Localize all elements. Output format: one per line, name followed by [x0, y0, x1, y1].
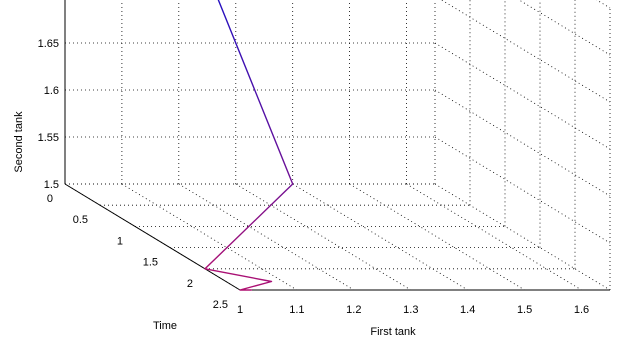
x-axis-label: First tank [370, 326, 416, 338]
z-axis-label: Second tank [13, 111, 25, 173]
grid-line [518, 0, 611, 56]
x-tick-label: 1 [237, 304, 243, 316]
grid-line [596, 0, 611, 9]
x-tick-label: 1.4 [460, 304, 475, 316]
y-tick-label: 1.5 [143, 257, 158, 269]
z-tick-label: 1.5 [44, 179, 59, 191]
grid-line [434, 42, 611, 150]
x-tick-label: 1.6 [574, 304, 589, 316]
grid-line [292, 183, 468, 291]
grid-line [406, 183, 582, 291]
y-tick-label: 0.5 [73, 214, 88, 226]
y-tick-label: 0 [47, 193, 53, 205]
grid-line [349, 183, 525, 291]
z-tick-label: 1.55 [38, 132, 59, 144]
grid-line [434, 136, 611, 244]
grid-line [434, 183, 611, 291]
grid-line [434, 89, 611, 197]
grid-line [440, 0, 611, 103]
x-tick-label: 1.2 [346, 304, 361, 316]
series-group [204, 0, 294, 291]
grid-line [235, 183, 412, 291]
z-tick-label: 1.6 [44, 85, 59, 97]
axes [64, 0, 610, 291]
z-tick-label: 1.7 [44, 0, 59, 3]
series-line [204, 0, 294, 291]
tick-labels: 1 1.1 1.2 1.3 1.4 1.5 1.6 0 0.5 1 1.5 2 2.5 1.5 1.55 1.… [38, 0, 590, 316]
y-tick-label: 2 [187, 278, 193, 290]
y-axis-label: Time [153, 320, 177, 332]
y-tick-label: 2.5 [213, 299, 228, 311]
grid-line [121, 183, 298, 291]
y-axis-line [64, 183, 241, 291]
x-tick-label: 1.1 [289, 304, 304, 316]
grid-line [178, 183, 355, 291]
x-tick-label: 1.5 [517, 304, 532, 316]
grid-lines [64, 0, 611, 291]
y-tick-label: 1 [117, 235, 123, 247]
x-tick-label: 1.3 [403, 304, 418, 316]
z-tick-label: 1.65 [38, 38, 59, 50]
